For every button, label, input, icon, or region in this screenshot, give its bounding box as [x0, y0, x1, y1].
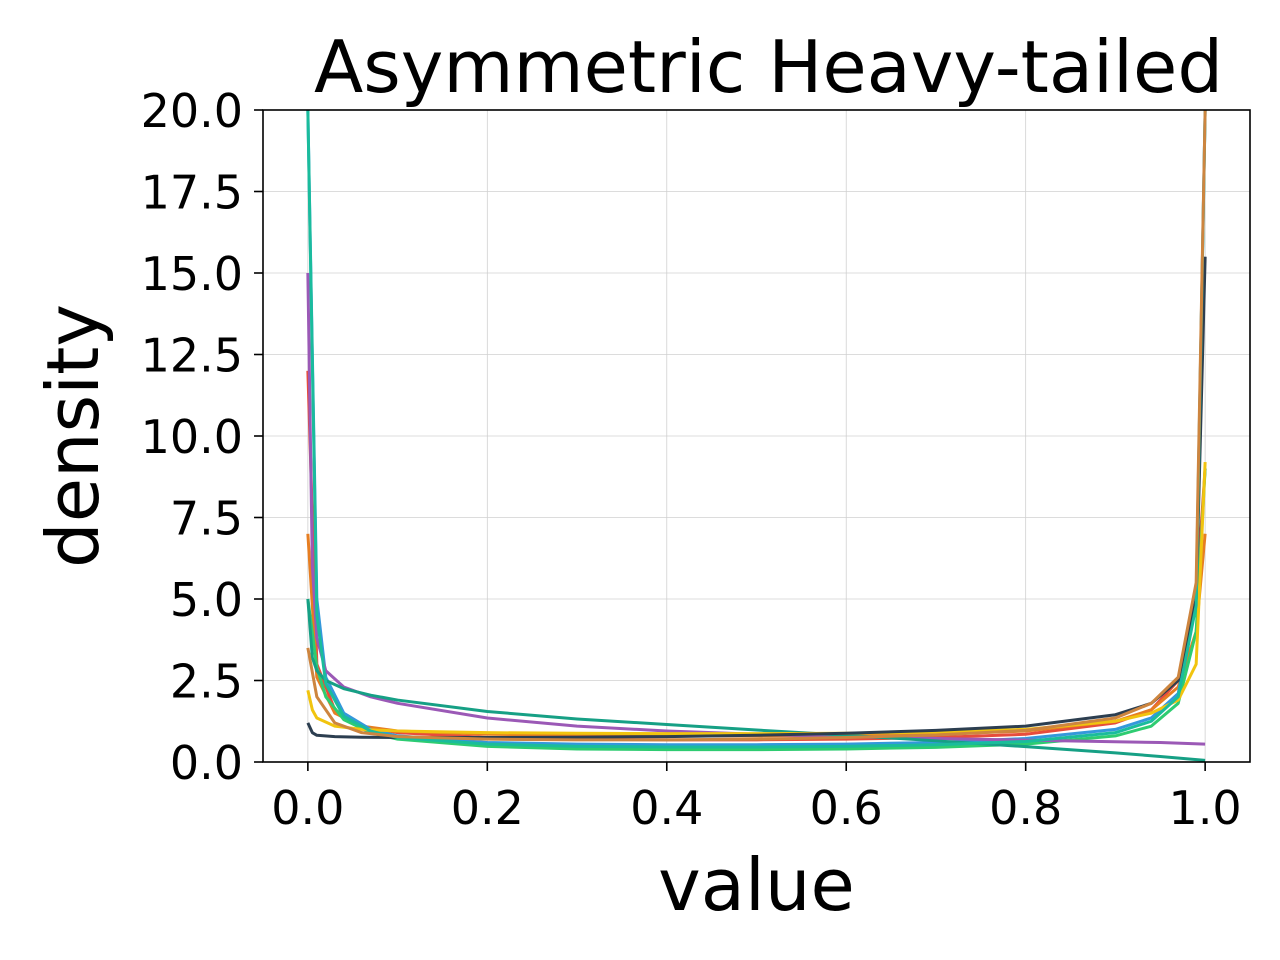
- y-tick-label: 20.0: [141, 84, 243, 138]
- series-line-6: [306, 598, 1206, 762]
- y-tick-label: 12.5: [141, 329, 243, 383]
- y-tick-label: 2.5: [170, 655, 243, 709]
- series-line-5: [306, 272, 1206, 746]
- x-tick-label: 0.6: [810, 781, 883, 835]
- axis-ticks: 0.0 0.2 0.4 0.6 0.8 1.0 0.0 2.5 5.0 7.5 10.0 12.5 15…: [141, 84, 1242, 835]
- x-tick-label: 1.0: [1169, 781, 1242, 835]
- series-line-7: [306, 462, 1207, 736]
- y-axis-label: density: [31, 304, 115, 568]
- series-line-3: [306, 110, 1207, 747]
- x-tick-label: 0.4: [630, 781, 703, 835]
- y-tick-label: 5.0: [170, 573, 243, 627]
- y-tick-label: 10.0: [141, 410, 243, 464]
- series-line-9: [306, 110, 1207, 749]
- x-tick-label: 0.0: [271, 781, 344, 835]
- chart-title: Asymmetric Heavy-tailed: [314, 25, 1223, 109]
- x-tick-label: 0.2: [451, 781, 524, 835]
- series-line-4: [306, 468, 1207, 752]
- y-tick-label: 7.5: [170, 492, 243, 546]
- y-tick-label: 15.0: [141, 247, 243, 301]
- series-line-8: [306, 256, 1207, 740]
- y-tick-label: 0.0: [170, 736, 243, 790]
- series-lines: [306, 110, 1207, 762]
- series-line-10: [306, 110, 1207, 742]
- x-tick-label: 0.8: [989, 781, 1062, 835]
- series-line-1: [306, 370, 1207, 742]
- x-axis-label: value: [658, 843, 855, 927]
- y-tick-label: 17.5: [141, 166, 243, 220]
- grid-lines: [263, 109, 1250, 763]
